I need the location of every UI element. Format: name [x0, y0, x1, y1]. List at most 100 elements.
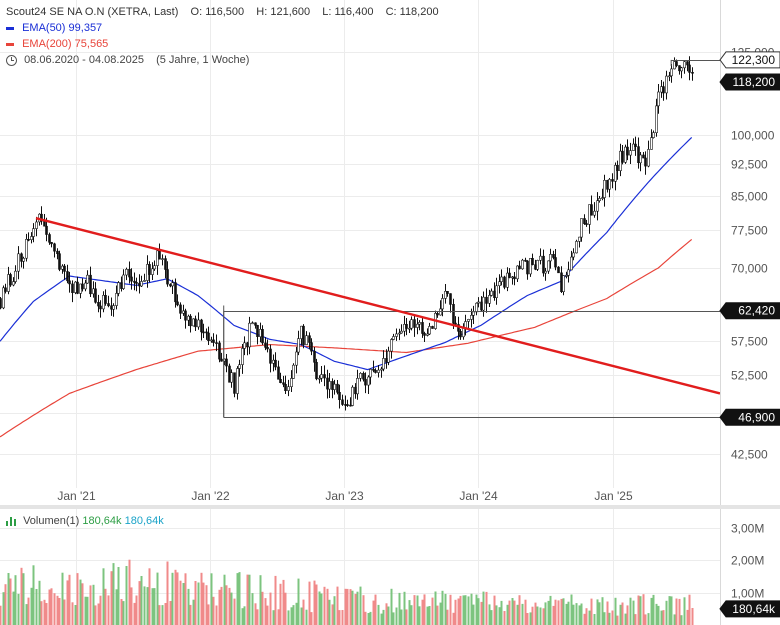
volume-bar — [287, 610, 290, 625]
volume-bar — [61, 572, 64, 625]
candle-body — [125, 268, 128, 276]
candle-body — [526, 260, 529, 275]
candle-body — [544, 270, 547, 274]
volume-bar — [117, 567, 120, 625]
price-badges-group: 122,300 118,200 62,420 46,900 180,64k — [719, 51, 780, 618]
volume-bar — [71, 602, 74, 625]
volume-bars-icon — [6, 516, 16, 526]
candle-body — [315, 361, 318, 380]
volume-bar — [598, 602, 601, 625]
volume-bar — [158, 605, 161, 625]
volume-bar — [297, 578, 300, 625]
volume-bar — [642, 594, 645, 625]
candle-body — [74, 281, 77, 293]
volume-bar — [392, 612, 395, 625]
volume-bar — [405, 609, 408, 625]
time-tick-label: Jan '22 — [191, 489, 230, 503]
volume-badge-text: 180,64k — [732, 602, 776, 616]
volume-bar — [477, 598, 480, 625]
volume-bar — [367, 613, 370, 625]
ema50-legend[interactable]: EMA(50) 99,357 — [6, 21, 102, 35]
candle-body — [500, 276, 503, 282]
candle-body — [495, 285, 498, 298]
candle-body — [565, 275, 568, 277]
volume-bar — [562, 598, 565, 625]
volume-bar — [176, 572, 179, 625]
volume-bar — [110, 571, 113, 625]
price-tick-label: 85,000 — [731, 190, 768, 204]
volume-bar — [526, 613, 529, 625]
volume-bar — [660, 610, 663, 625]
volume-bar — [364, 611, 367, 625]
volume-bar — [670, 596, 673, 625]
candle-body — [182, 310, 185, 314]
candle-body — [308, 335, 311, 343]
volume-tick-label: 1,00M — [731, 587, 764, 601]
ema200-legend[interactable]: EMA(200) 75,565 — [6, 37, 108, 51]
candle-body — [238, 364, 241, 369]
volume-bar — [0, 605, 2, 625]
candle-body — [215, 342, 218, 344]
candle-body — [557, 266, 560, 274]
candle-body — [50, 242, 53, 245]
volume-tick-label: 3,00M — [731, 522, 764, 536]
volume-bar — [202, 582, 205, 625]
volume-bar — [539, 607, 542, 625]
volume-bar — [194, 581, 197, 625]
candle-body — [601, 197, 604, 199]
volume-legend[interactable]: Volumen(1) 180,64k 180,64k — [6, 514, 164, 528]
volume-bar — [529, 612, 532, 625]
volume-bar — [81, 583, 84, 625]
volume-bar — [626, 605, 629, 625]
volume-bar — [9, 578, 12, 625]
volume-bar — [436, 605, 439, 625]
volume-bar — [48, 589, 51, 625]
candle-body — [691, 72, 694, 74]
volume-bar — [89, 585, 92, 625]
candle-body — [107, 303, 110, 307]
volume-bar — [99, 595, 102, 625]
volume-bar — [290, 607, 293, 625]
volume-bar — [439, 602, 442, 625]
candle-body — [146, 264, 149, 281]
candle-body — [40, 213, 43, 222]
candle-body — [390, 339, 393, 352]
volume-bar — [534, 602, 537, 625]
ohlc-close-value: 118,200 — [399, 6, 439, 19]
clock-icon — [6, 54, 17, 66]
volume-bar — [578, 605, 581, 625]
volume-bar — [125, 566, 128, 625]
volume-bar — [614, 597, 617, 625]
candle-body — [521, 259, 524, 270]
candle-body — [246, 342, 249, 348]
candle-body — [688, 64, 691, 73]
candle-body — [151, 268, 154, 275]
volume-bar — [148, 568, 151, 625]
candle-body — [516, 265, 519, 280]
volume-bar — [426, 606, 429, 625]
volume-bar — [169, 601, 172, 625]
candle-body — [174, 282, 177, 303]
volume-bar — [230, 592, 233, 625]
candle-body — [233, 372, 236, 394]
volume-bar — [673, 614, 676, 625]
candle-body — [120, 282, 123, 289]
volume-bar — [395, 607, 398, 625]
volume-bar — [390, 588, 393, 625]
ema50-swatch — [6, 26, 14, 30]
volume-bar — [187, 588, 190, 625]
candle-body — [570, 256, 573, 271]
time-tick-label: Jan '23 — [325, 489, 364, 503]
volume-bar — [189, 604, 192, 625]
candle-body — [475, 302, 478, 313]
volume-bar — [629, 597, 632, 625]
candle-body — [657, 91, 660, 107]
volume-bar — [624, 613, 627, 625]
candle-body — [634, 143, 637, 148]
last-price-badge: 118,200 — [719, 73, 780, 91]
volume-bar — [457, 598, 460, 625]
candle-body — [35, 221, 38, 229]
volume-bar — [601, 597, 604, 625]
volume-bar — [323, 586, 326, 625]
candle-body — [452, 303, 455, 324]
